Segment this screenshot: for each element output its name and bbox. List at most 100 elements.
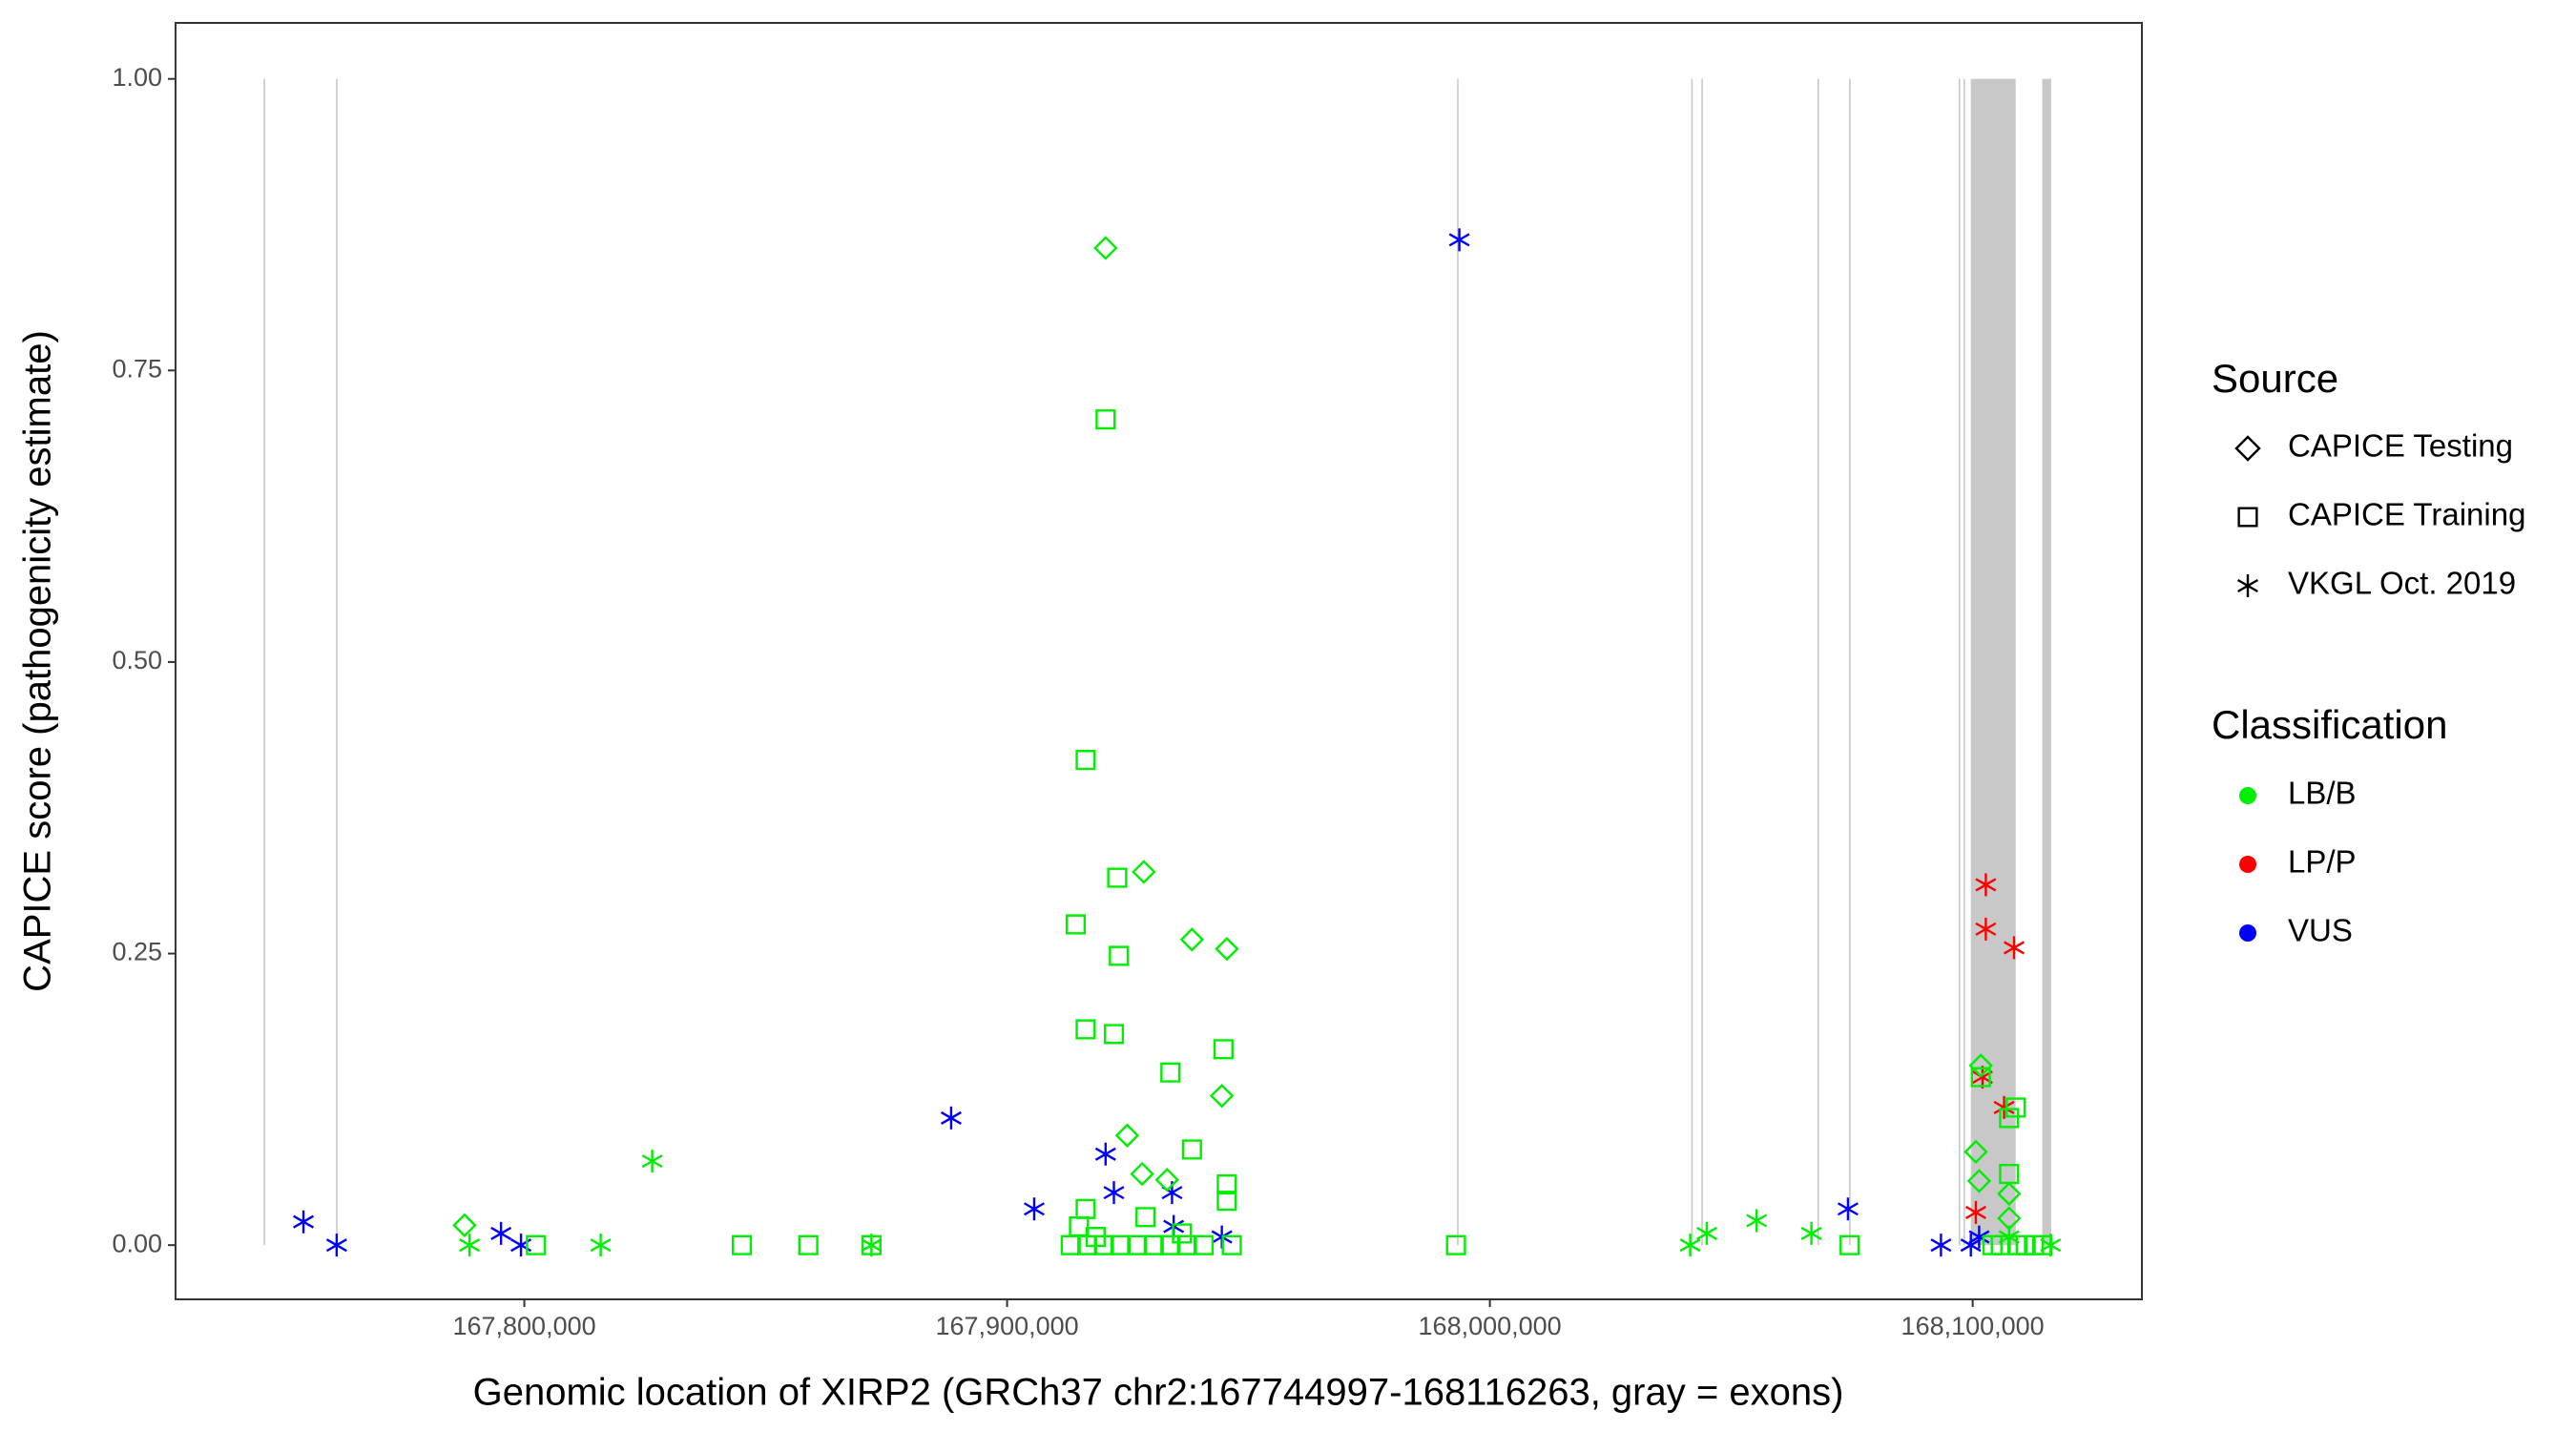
point xyxy=(1975,873,1997,897)
point xyxy=(1746,1209,1768,1233)
point xyxy=(861,1234,883,1257)
point xyxy=(1800,1221,1822,1245)
point xyxy=(1130,1161,1154,1187)
point xyxy=(641,1150,663,1173)
legend-symbol xyxy=(2239,787,2256,804)
point xyxy=(1837,1197,1859,1221)
exon xyxy=(1849,78,1851,1246)
point xyxy=(1839,1234,1860,1255)
point xyxy=(1075,750,1096,771)
point xyxy=(1193,1234,1215,1255)
legend-title: Source xyxy=(2212,356,2338,401)
legend-entry: VUS xyxy=(2288,913,2353,948)
point xyxy=(293,1210,315,1234)
point xyxy=(1075,1198,1096,1219)
point xyxy=(1997,1206,2022,1231)
point xyxy=(1930,1234,1952,1257)
y-axis-title: CAPICE score (pathogenicity estimate) xyxy=(17,330,59,992)
point xyxy=(1999,1164,2020,1185)
y-tick-label: 0.00 xyxy=(112,1229,162,1257)
point xyxy=(1968,1225,1990,1249)
legend-entry: LB/B xyxy=(2288,776,2357,811)
legend-entry: LP/P xyxy=(2288,844,2357,880)
point xyxy=(1997,1181,2022,1207)
point xyxy=(1968,1053,1993,1078)
y-tick-label: 0.25 xyxy=(112,938,162,966)
point xyxy=(526,1234,547,1255)
point xyxy=(452,1213,477,1238)
exon xyxy=(1691,78,1693,1246)
point xyxy=(861,1234,882,1255)
legend-entry: CAPICE Training xyxy=(2288,497,2525,532)
exon xyxy=(2042,78,2051,1246)
point xyxy=(1966,1169,1992,1193)
point xyxy=(1993,1095,2015,1119)
legend-symbol xyxy=(2237,507,2258,528)
point xyxy=(1970,1067,1991,1088)
point xyxy=(1215,936,1239,962)
legend-title: Classification xyxy=(2212,702,2447,747)
x-tick-label: 168,000,000 xyxy=(1419,1312,1562,1340)
point xyxy=(1154,1168,1179,1192)
point xyxy=(1103,1024,1125,1045)
legend-symbol xyxy=(2234,435,2261,462)
point xyxy=(1213,1039,1234,1060)
point xyxy=(1095,409,1116,430)
exon xyxy=(1963,78,1965,1246)
exon xyxy=(1970,78,2016,1246)
legend-symbol xyxy=(2239,856,2256,873)
point xyxy=(1216,1191,1237,1212)
point xyxy=(490,1221,512,1245)
point xyxy=(2032,1234,2053,1255)
point xyxy=(1075,1019,1096,1040)
point xyxy=(1109,945,1130,966)
point xyxy=(2004,936,2025,960)
point xyxy=(1209,1083,1235,1109)
exon xyxy=(1457,78,1459,1246)
x-axis-title: Genomic location of XIRP2 (GRCh37 chr2:1… xyxy=(473,1372,1844,1414)
point xyxy=(1679,1234,1701,1257)
exon xyxy=(336,78,338,1246)
point xyxy=(1132,860,1156,884)
point xyxy=(1107,867,1128,888)
legend-symbol xyxy=(2239,924,2256,942)
exon xyxy=(263,78,265,1246)
point xyxy=(1963,1139,1988,1165)
point xyxy=(1093,236,1118,260)
point xyxy=(1448,228,1470,252)
exon xyxy=(1958,78,1961,1246)
point xyxy=(590,1234,612,1257)
x-tick-label: 167,900,000 xyxy=(936,1312,1079,1340)
point xyxy=(1964,1200,1986,1224)
point xyxy=(1135,1207,1156,1228)
point xyxy=(1094,1142,1116,1166)
point xyxy=(1221,1234,1242,1255)
point xyxy=(1023,1197,1045,1221)
point xyxy=(732,1234,753,1255)
point xyxy=(1181,1139,1202,1160)
point xyxy=(1065,914,1087,935)
point xyxy=(1990,1234,2011,1255)
point xyxy=(1160,1062,1181,1083)
exon xyxy=(1701,78,1703,1246)
point xyxy=(1960,1234,1982,1257)
point xyxy=(2024,1234,2045,1255)
point xyxy=(940,1106,962,1130)
x-tick-label: 167,800,000 xyxy=(452,1312,595,1340)
point xyxy=(1179,927,1205,952)
legend-entry: CAPICE Testing xyxy=(2288,428,2513,464)
point xyxy=(325,1234,347,1257)
point xyxy=(1114,1123,1140,1148)
y-tick-label: 1.00 xyxy=(112,63,162,92)
point xyxy=(1999,1108,2020,1129)
panel-border xyxy=(175,22,2143,1300)
point xyxy=(1975,917,1997,941)
point xyxy=(1695,1221,1717,1245)
legend-symbol xyxy=(2237,574,2258,597)
y-tick-label: 0.50 xyxy=(112,646,162,674)
point xyxy=(1103,1181,1125,1205)
x-tick-label: 168,100,000 xyxy=(1901,1312,2045,1340)
point xyxy=(1445,1234,1466,1255)
